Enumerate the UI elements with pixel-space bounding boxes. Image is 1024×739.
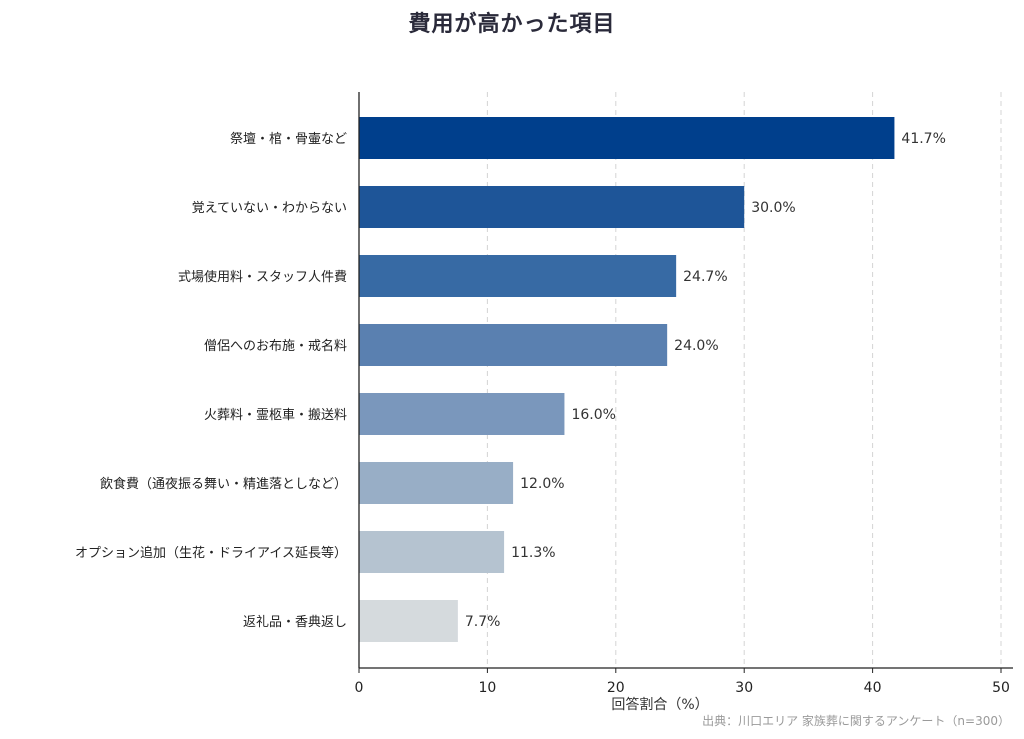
data-label: 24.7% — [683, 269, 727, 285]
x-tick-label: 40 — [864, 680, 882, 696]
category-label: 覚えていない・わからない — [192, 201, 347, 216]
x-tick-label: 10 — [478, 680, 496, 696]
bar — [359, 462, 514, 504]
category-label: 返礼品・香典返し — [243, 614, 347, 630]
bar — [359, 600, 458, 642]
data-label: 24.0% — [674, 338, 718, 354]
data-label: 16.0% — [571, 407, 615, 423]
data-label: 7.7% — [465, 614, 501, 630]
bar — [359, 324, 668, 366]
category-label: 火葬料・霊柩車・搬送料 — [204, 408, 347, 423]
data-label: 11.3% — [511, 545, 555, 561]
category-label: オプション追加（生花・ドライアイス延長等） — [75, 545, 347, 561]
category-label: 飲食費（通夜振る舞い・精進落としなど） — [100, 476, 347, 492]
category-label: 式場使用料・スタッフ人件費 — [178, 269, 347, 285]
x-tick-label: 50 — [992, 680, 1010, 696]
x-tick-label: 30 — [735, 680, 753, 696]
chart-title: 費用が高かった項目 — [408, 12, 616, 37]
data-label: 30.0% — [751, 200, 795, 216]
x-tick-label: 0 — [355, 680, 364, 696]
bar — [359, 117, 895, 159]
source-note: 出典：川口エリア 家族葬に関するアンケート（n=300） — [702, 714, 1010, 728]
data-label: 12.0% — [520, 476, 564, 492]
category-label: 祭壇・棺・骨壷など — [230, 131, 347, 147]
bar — [359, 255, 677, 297]
bar — [359, 531, 505, 573]
category-label: 僧侶へのお布施・戒名料 — [204, 338, 347, 354]
x-axis-label: 回答割合（%） — [611, 697, 709, 713]
bar — [359, 393, 565, 435]
data-label: 41.7% — [901, 131, 945, 147]
bar — [359, 186, 745, 228]
x-tick-label: 20 — [607, 680, 625, 696]
